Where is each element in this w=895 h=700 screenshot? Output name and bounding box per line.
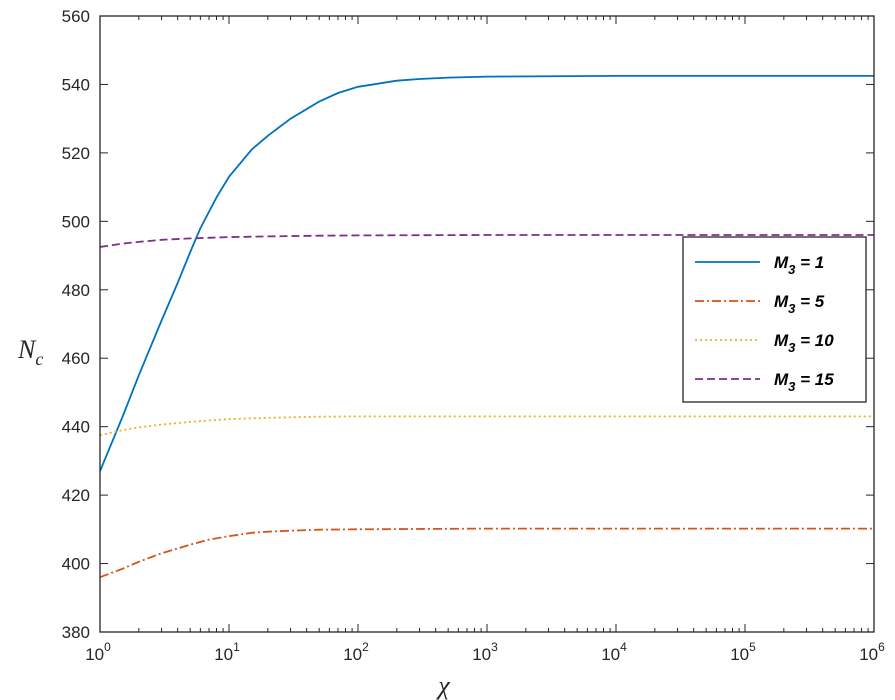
x-tick-label: 103 xyxy=(472,640,498,664)
y-tick-label: 420 xyxy=(62,486,90,505)
series-line-3 xyxy=(99,415,874,437)
x-tick-label: 104 xyxy=(601,640,627,664)
ticks-layer xyxy=(99,15,875,633)
legend-label-1: M3 = 1 xyxy=(774,253,824,277)
series-line-4 xyxy=(99,234,874,248)
y-axis-label: Nc xyxy=(17,335,43,369)
legend-box xyxy=(682,236,867,403)
series-line-1 xyxy=(99,75,874,472)
series-line-2 xyxy=(99,527,874,579)
x-tick-label: 101 xyxy=(214,640,240,664)
x-tick-label: 105 xyxy=(730,640,756,664)
legend-items: M3 = 1 M3 = 5 M3 = 10 M3 = 15 xyxy=(695,253,834,394)
legend: M3 = 1 M3 = 5 M3 = 10 M3 = 15 xyxy=(682,236,867,403)
y-tick-label: 480 xyxy=(62,281,90,300)
y-tick-label: 400 xyxy=(62,555,90,574)
tick-labels: 380 400 420 440 460 480 500 520 540 560 100 101 102 1… xyxy=(62,7,885,664)
y-tick-label: 540 xyxy=(62,75,90,94)
legend-label-2: M3 = 5 xyxy=(774,292,825,316)
y-tick-label: 520 xyxy=(62,144,90,163)
legend-label-3: M3 = 10 xyxy=(774,331,834,355)
x-tick-label: 100 xyxy=(85,640,111,664)
y-axis-label-main: N xyxy=(17,335,37,364)
x-tick-label: 102 xyxy=(343,640,369,664)
series-layer xyxy=(99,75,874,579)
y-tick-label: 500 xyxy=(62,212,90,231)
y-tick-label: 440 xyxy=(62,418,90,437)
y-axis-label-sub: c xyxy=(35,349,43,369)
y-tick-label: 460 xyxy=(62,349,90,368)
legend-label-4: M3 = 15 xyxy=(774,370,834,394)
y-tick-label: 560 xyxy=(62,7,90,26)
y-tick-label: 380 xyxy=(62,623,90,642)
x-tick-label: 106 xyxy=(859,640,885,664)
x-axis-label: χ xyxy=(435,671,450,700)
